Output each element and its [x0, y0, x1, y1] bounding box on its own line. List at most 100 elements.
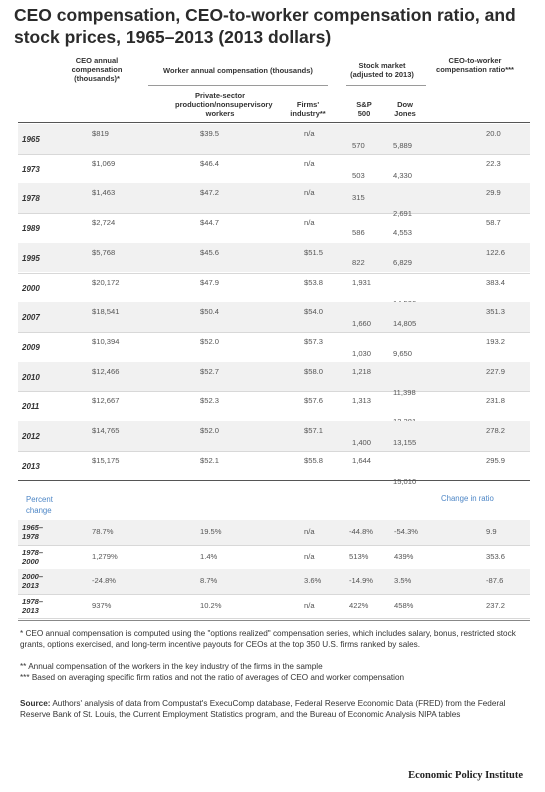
row-divider [18, 213, 530, 215]
sp500-value: 1,644 [352, 455, 372, 465]
sp500-value: 1,030 [352, 348, 372, 358]
sp500-value: 586 [352, 228, 365, 238]
worker-comp-value: $52.0 [200, 426, 220, 435]
ratio-value: 231.8 [486, 396, 506, 406]
row-year: 2010 [22, 372, 40, 382]
dow-pct-change: 458% [394, 600, 414, 610]
ceo-comp-value: $5,768 [92, 247, 116, 257]
worker-comp-value: $47.2 [200, 188, 220, 198]
sp500-pct-change: 422% [349, 600, 369, 610]
row-year: 2009 [22, 342, 40, 352]
notes-rule [18, 620, 530, 621]
ratio-change: -87.6 [486, 576, 504, 585]
dow-jones-value: 4,553 [393, 228, 413, 238]
ceo-comp-value: $12,667 [92, 396, 120, 406]
ratio-value: 278.2 [486, 426, 506, 435]
worker-comp-value: $52.0 [200, 336, 220, 346]
row-year: 2013 [22, 461, 40, 471]
row-year: 1973 [22, 164, 40, 174]
firms-pct-change: n/a [304, 551, 315, 561]
row-year: 2012 [22, 432, 40, 441]
row-year: 2007 [22, 313, 40, 323]
dow-jones-value: 4,330 [393, 170, 413, 180]
row-year: 1978 [22, 194, 40, 204]
worker-comp-value: $47.9 [200, 277, 220, 287]
change-in-ratio-label: Change in ratio [441, 494, 494, 503]
row-divider [18, 450, 530, 452]
change-range: 1978–2013 [22, 596, 44, 615]
header-worker-group: Worker annual compensation (thousands) [163, 66, 313, 75]
source-text: Authors' analysis of data from Compustat… [20, 699, 506, 719]
ratio-value: 295.9 [486, 455, 506, 465]
ratio-value: 227.9 [486, 366, 506, 376]
worker-comp-value: $52.3 [200, 396, 220, 406]
row-year: 1989 [22, 224, 40, 234]
sp500-value: 1,931 [352, 277, 372, 287]
row-band [18, 183, 530, 214]
ceo-pct-change: -24.8% [92, 576, 117, 585]
row-year: 1965 [22, 135, 40, 144]
header-private: Private-sector production/nonsupervisory… [175, 91, 273, 118]
sp500-value: 1,218 [352, 366, 372, 376]
ceo-comp-value: $18,541 [92, 307, 120, 317]
firms-industry-value: $57.1 [304, 426, 324, 435]
sp500-pct-change: 513% [349, 551, 369, 561]
sp500-value: 315 [352, 193, 365, 203]
sp500-value: 1,313 [352, 396, 372, 406]
ratio-value: 383.4 [486, 277, 506, 287]
firms-industry-value: $51.5 [304, 247, 324, 257]
firms-industry-value: $55.8 [304, 455, 324, 465]
ratio-change: 9.9 [486, 527, 497, 536]
row-band [18, 302, 530, 332]
ceo-comp-value: $2,724 [92, 218, 116, 228]
header-firms: Firms' industry** [290, 100, 326, 118]
firms-industry-value: $58.0 [304, 366, 324, 376]
source-note: Source: Authors' analysis of data from C… [20, 698, 530, 720]
header-bottom-rule [18, 122, 530, 123]
dow-jones-value: 15,010 [393, 476, 417, 486]
footer-logo-text: Economic Policy Institute [408, 770, 523, 781]
dow-jones-value: 14,805 [393, 319, 417, 329]
row-band [18, 361, 530, 392]
dow-jones-value: 13,155 [393, 438, 417, 447]
firms-industry-value: $57.3 [304, 336, 324, 346]
sp500-pct-change: -14.9% [349, 576, 374, 585]
ratio-value: 20.0 [486, 129, 501, 138]
dow-jones-value: 5,889 [393, 141, 413, 150]
ceo-pct-change: 78.7% [92, 527, 114, 536]
change-range: 1978–2000 [22, 547, 44, 566]
row-divider [18, 153, 530, 155]
firms-industry-value: $54.0 [304, 307, 324, 317]
worker-comp-value: $39.5 [200, 129, 220, 138]
change-range: 1965–1978 [22, 523, 44, 541]
ceo-pct-change: 1,279% [92, 551, 118, 561]
ceo-comp-value: $1,069 [92, 158, 116, 168]
firms-pct-change: 3.6% [304, 576, 322, 585]
footnote-3: *** Based on averaging specific firm rat… [20, 673, 405, 682]
dow-jones-value: 9,650 [393, 348, 413, 358]
worker-comp-value: $50.4 [200, 307, 220, 317]
ceo-comp-value: $12,466 [92, 366, 120, 376]
ratio-value: 122.6 [486, 247, 506, 257]
dow-jones-value: 6,829 [393, 257, 413, 267]
firms-industry-value: n/a [304, 218, 315, 228]
sp500-value: 503 [352, 170, 365, 180]
dow-pct-change: 439% [394, 551, 414, 561]
row-divider [18, 544, 530, 546]
row-divider [18, 272, 530, 274]
ratio-value: 29.9 [486, 188, 501, 198]
firms-pct-change: n/a [304, 600, 315, 610]
dow-jones-value: 2,691 [393, 209, 413, 219]
worker-pct-change: 19.5% [200, 527, 222, 536]
sp500-pct-change: -44.8% [349, 527, 374, 536]
page-title: CEO compensation, CEO-to-worker compensa… [14, 5, 516, 47]
ceo-pct-change: 937% [92, 600, 112, 610]
ratio-value: 193.2 [486, 336, 506, 346]
row-year: 2000 [22, 283, 40, 293]
dow-jones-value: 11,398 [393, 387, 416, 397]
worker-pct-change: 1.4% [200, 551, 218, 561]
source-label: Source: [20, 699, 51, 708]
ratio-change: 353.6 [486, 551, 506, 561]
firms-industry-value: $57.6 [304, 396, 324, 406]
row-band [18, 421, 530, 451]
